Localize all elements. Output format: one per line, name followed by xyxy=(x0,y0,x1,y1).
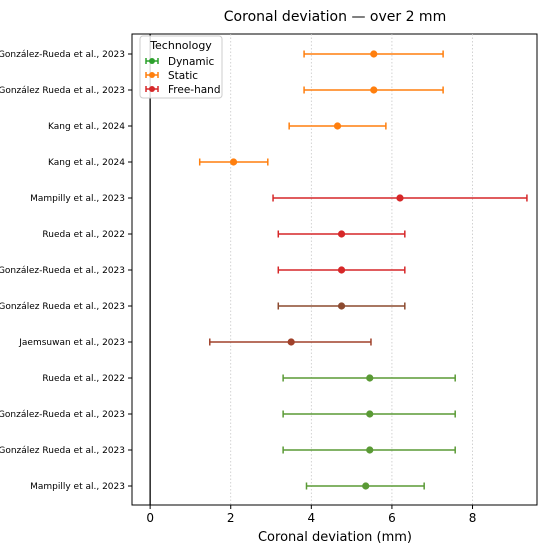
y-tick-label: González-Rueda et al., 2023 xyxy=(0,50,125,60)
x-axis-ticks: 0 2 4 6 8 xyxy=(146,505,476,525)
study-row: Jaemsuwan et al., 2023 xyxy=(18,338,372,348)
y-tick-label: Kang et al., 2024 xyxy=(48,122,125,132)
mean-marker xyxy=(229,158,238,166)
mean-marker xyxy=(396,194,404,202)
study-row: González Rueda et al., 2023 xyxy=(0,302,406,312)
legend-label: Dynamic xyxy=(168,56,215,68)
mean-marker xyxy=(337,230,346,238)
mean-marker xyxy=(370,86,378,94)
mean-marker xyxy=(366,374,374,382)
x-axis-label: Coronal deviation (mm) xyxy=(258,530,412,545)
study-row: González Rueda et al., 2023 xyxy=(0,446,456,456)
legend: Technology Dynamic Static Free-hand xyxy=(139,35,223,99)
study-row: Kang et al., 2024 xyxy=(48,122,387,132)
study-row: González-Rueda et al., 2023 xyxy=(0,50,444,60)
legend-title: Technology xyxy=(149,39,212,52)
y-tick-label: Mampilly et al., 2023 xyxy=(30,194,125,204)
y-tick-label: Rueda et al., 2022 xyxy=(42,230,125,240)
legend-label: Static xyxy=(168,70,198,82)
study-row: Rueda et al., 2022 xyxy=(42,374,456,384)
legend-entry: Free-hand xyxy=(145,84,220,96)
study-row: Kang et al., 2024 xyxy=(48,158,269,168)
study-row: González-Rueda et al., 2023 xyxy=(0,410,456,420)
legend-label: Free-hand xyxy=(168,84,220,96)
mean-marker xyxy=(366,410,374,418)
study-row: Mampilly et al., 2023 xyxy=(30,482,425,492)
y-tick-label: González Rueda et al., 2023 xyxy=(0,86,125,96)
x-tick-label: 8 xyxy=(469,511,477,525)
x-tick-label: 0 xyxy=(146,511,154,525)
legend-entries: Dynamic Static Free-hand xyxy=(145,56,220,96)
y-tick-label: Kang et al., 2024 xyxy=(48,158,125,168)
legend-swatch-marker xyxy=(149,72,155,78)
mean-marker xyxy=(362,482,370,490)
legend-entry: Static xyxy=(145,70,198,82)
x-tick-label: 4 xyxy=(308,511,316,525)
mean-marker xyxy=(337,302,346,310)
y-tick-label: Mampilly et al., 2023 xyxy=(30,482,125,492)
legend-box xyxy=(139,35,223,99)
mean-marker xyxy=(287,338,295,346)
chart-title: Coronal deviation — over 2 mm xyxy=(224,9,446,25)
study-row: Mampilly et al., 2023 xyxy=(30,194,528,204)
mean-marker xyxy=(333,122,342,130)
y-tick-label: González Rueda et al., 2023 xyxy=(0,446,125,456)
study-row: González-Rueda et al., 2023 xyxy=(0,266,406,276)
x-tick-label: 6 xyxy=(388,511,396,525)
mean-marker xyxy=(366,446,374,454)
y-tick-label: González-Rueda et al., 2023 xyxy=(0,266,125,276)
rows-group: González-Rueda et al., 2023 González Rued… xyxy=(0,50,528,492)
y-tick-label: Rueda et al., 2022 xyxy=(42,374,125,384)
study-row: Rueda et al., 2022 xyxy=(42,230,406,240)
legend-swatch-marker xyxy=(149,58,155,64)
x-tick-label: 2 xyxy=(227,511,235,525)
y-tick-label: Jaemsuwan et al., 2023 xyxy=(18,338,125,348)
y-tick-label: González-Rueda et al., 2023 xyxy=(0,410,125,420)
mean-marker xyxy=(370,50,378,58)
legend-swatch-marker xyxy=(149,86,155,92)
study-row: González Rueda et al., 2023 xyxy=(0,86,444,96)
y-tick-label: González Rueda et al., 2023 xyxy=(0,302,125,312)
mean-marker xyxy=(337,266,346,274)
legend-entry: Dynamic xyxy=(145,56,215,68)
